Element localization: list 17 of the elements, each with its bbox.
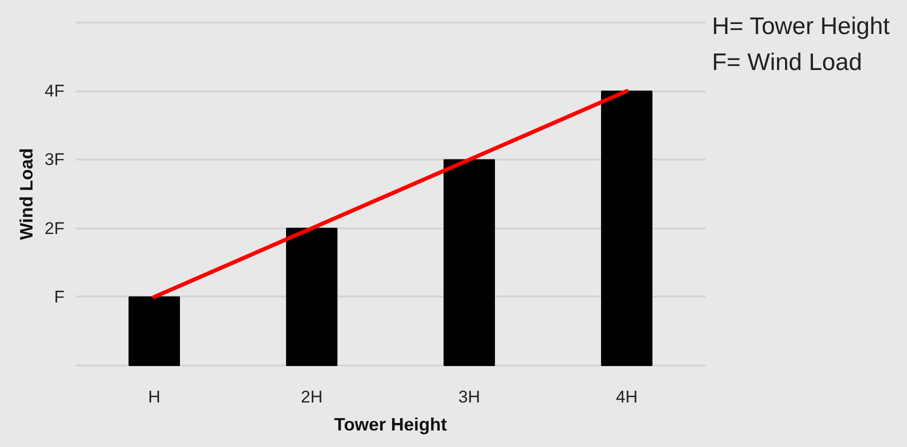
text: F= Wind Load	[712, 48, 864, 78]
y-tick-label: F	[54, 287, 65, 306]
y-tick-label: 4F	[44, 82, 65, 101]
bar	[128, 296, 180, 366]
bar	[444, 159, 495, 366]
x-tick-label: 4H	[616, 388, 638, 406]
y-axis-title: Wind Load	[16, 148, 37, 240]
y-tick-label: 3F	[44, 150, 65, 170]
x-tick-label: 2H	[300, 388, 323, 406]
bar	[601, 90, 652, 366]
x-axis-title: Tower Height	[334, 414, 447, 434]
x-tick-label: H	[148, 388, 160, 406]
line-series	[152, 89, 629, 299]
x-tick-label: 3H	[458, 388, 480, 406]
text: H= Tower Height	[712, 12, 890, 42]
y-tick-label: 2F	[44, 218, 65, 238]
bar	[286, 228, 338, 366]
